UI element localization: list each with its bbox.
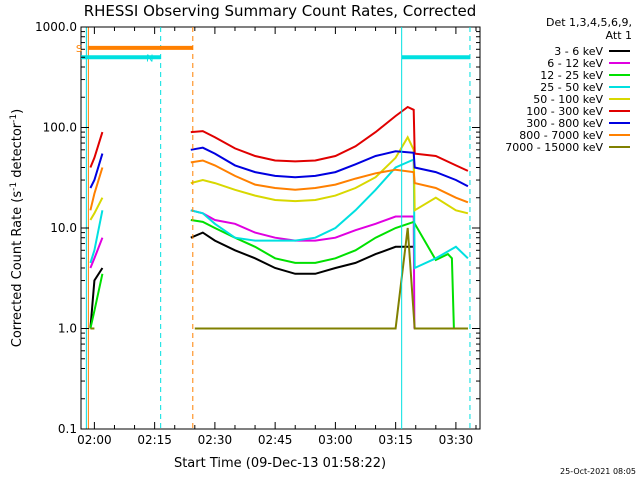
- series-5: [89, 105, 469, 172]
- axis-layer: 02:00 02:15 02:30 02:45 03:00 03:15 03:30 0.1 1.…: [35, 20, 480, 447]
- x-tick-label: 02:30: [198, 433, 233, 447]
- x-tick-label: 02:15: [137, 433, 172, 447]
- legend-label: 50 - 100 keV: [533, 93, 603, 106]
- series-line: [89, 197, 104, 221]
- x-axis-label: Start Time (09-Dec-13 01:58:22): [174, 456, 386, 471]
- y-tick-label: 10.0: [50, 221, 77, 235]
- legend-header-line2: Att 1: [606, 29, 632, 42]
- series-6: [89, 146, 469, 189]
- series-line: [194, 227, 468, 330]
- series-8: [90, 227, 468, 330]
- footer-timestamp: 25-Oct-2021 08:05: [560, 467, 636, 476]
- legend-label: 12 - 25 keV: [540, 69, 603, 82]
- series-line: [89, 131, 104, 168]
- legend-header-line1: Det 1,3,4,5,6,9,: [546, 16, 632, 29]
- series-line: [89, 167, 104, 211]
- legend-label: 6 - 12 keV: [547, 57, 603, 70]
- series-line: [190, 209, 416, 329]
- y-axis-label: Corrected Count Rate (s-1 detector-1): [9, 109, 25, 347]
- legend-label: 300 - 800 keV: [526, 117, 603, 130]
- series-line: [89, 237, 104, 269]
- series-line: [190, 159, 469, 204]
- series-line: [89, 273, 104, 329]
- x-tick-label: 02:00: [77, 433, 112, 447]
- y-axis-label-part1: Corrected Count Rate (s: [10, 191, 25, 348]
- x-tick-label: 03:15: [378, 433, 413, 447]
- y-tick-label: 1.0: [58, 322, 77, 336]
- y-tick-label: 100.0: [43, 121, 77, 135]
- chart-title: RHESSI Observing Summary Count Rates, Co…: [84, 2, 477, 20]
- series-7: [89, 159, 469, 211]
- series-1: [89, 209, 416, 329]
- series-line: [190, 231, 414, 275]
- series-layer: [89, 105, 469, 330]
- series-line: [190, 135, 469, 215]
- y-tick-label: 0.1: [58, 422, 77, 436]
- series-line: [190, 105, 469, 172]
- series-0: [89, 231, 414, 329]
- legend-label: 3 - 6 keV: [554, 45, 603, 58]
- y-tick-label: 1000.0: [35, 20, 77, 34]
- y-axis-label-sup2: -1: [9, 114, 19, 123]
- series-line: [89, 210, 104, 264]
- x-tick-label: 02:45: [258, 433, 293, 447]
- series-line: [89, 153, 104, 189]
- status-bar-label: N: [146, 53, 153, 64]
- series-line: [190, 157, 469, 270]
- legend-label: 100 - 300 keV: [526, 105, 603, 118]
- series-line: [190, 146, 469, 188]
- y-axis-label-part3: ): [10, 109, 25, 114]
- status-bar-label: S: [76, 44, 82, 55]
- x-tick-label: 03:30: [439, 433, 474, 447]
- series-line: [89, 267, 104, 329]
- y-axis-label-sup1: -1: [9, 182, 19, 191]
- legend-label: 800 - 7000 keV: [519, 129, 603, 142]
- series-4: [89, 135, 469, 221]
- series-3: [89, 157, 469, 270]
- y-axis-label-part2: detector: [10, 122, 25, 182]
- legend-label: 7000 - 15000 keV: [505, 141, 603, 154]
- x-tick-label: 03:00: [318, 433, 353, 447]
- legend-label: 25 - 50 keV: [540, 81, 603, 94]
